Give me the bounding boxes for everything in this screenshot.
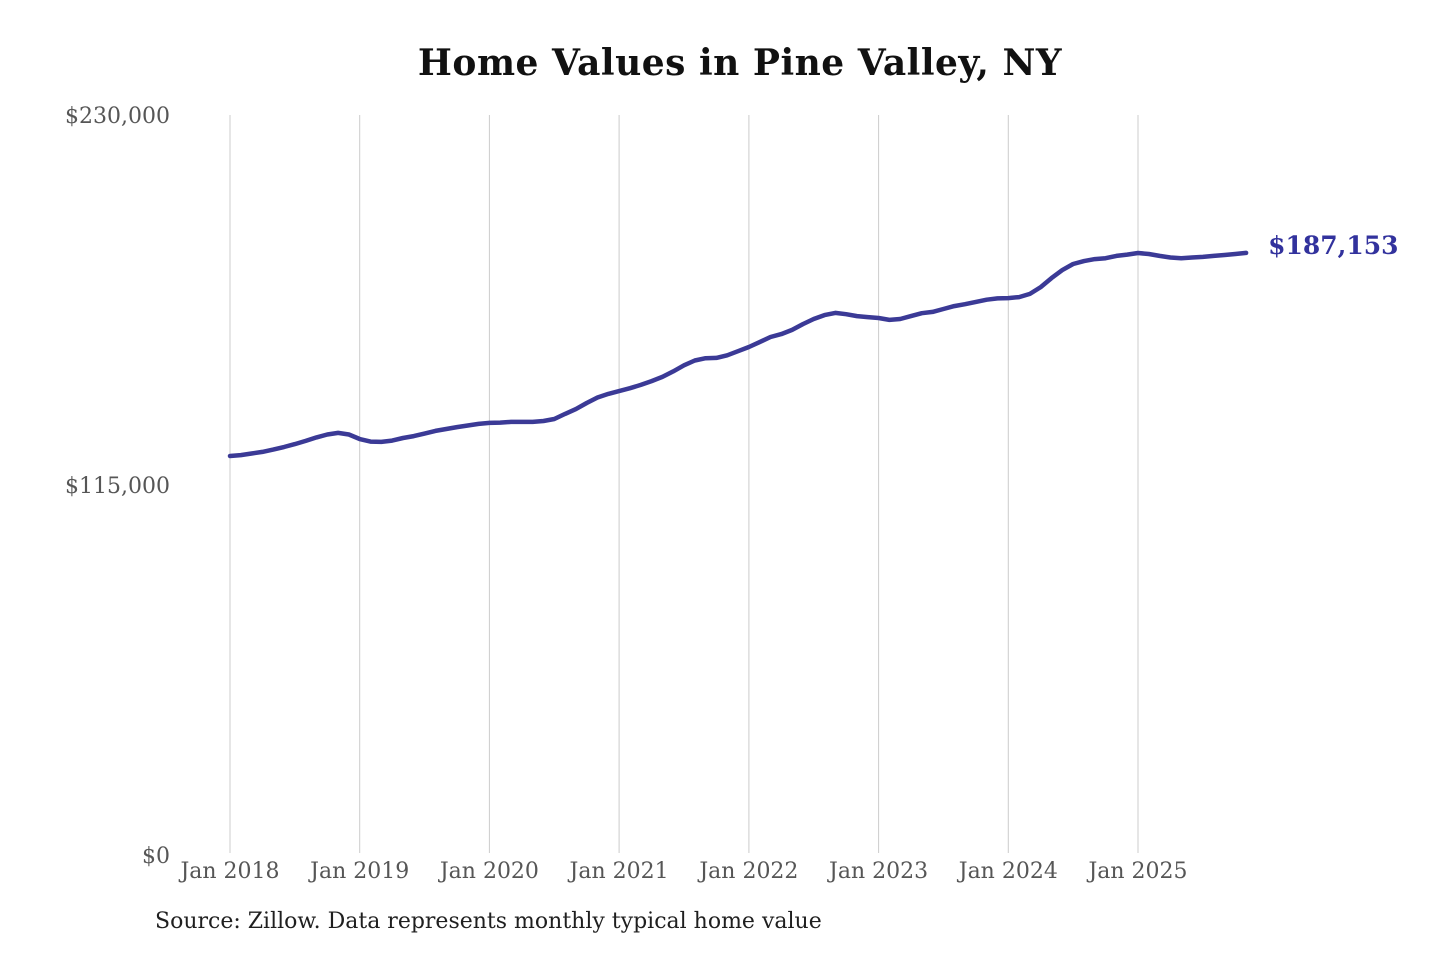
x-axis-labels: Jan 2018 Jan 2019 Jan 2020 Jan 2021 Jan 2022…: [178, 859, 1187, 884]
chart-title: Home Values in Pine Valley, NY: [417, 42, 1063, 84]
x-axis-label: Jan 2021: [568, 859, 669, 884]
x-axis-label: Jan 2022: [697, 859, 798, 884]
x-axis-label: Jan 2019: [308, 859, 409, 884]
gridlines: [229, 115, 1139, 853]
x-axis-label: Jan 2018: [178, 859, 279, 884]
x-axis-label: Jan 2020: [438, 859, 539, 884]
x-axis-label: Jan 2023: [827, 859, 928, 884]
y-axis-labels: $0 $115,000 $230,000: [65, 104, 170, 869]
y-axis-label: $115,000: [65, 474, 170, 499]
y-axis-label: $0: [142, 844, 170, 869]
x-axis-label: Jan 2025: [1086, 859, 1187, 884]
source-note: Source: Zillow. Data represents monthly …: [155, 909, 822, 934]
x-axis-label: Jan 2024: [957, 859, 1058, 884]
value-line: [227, 250, 1249, 459]
y-axis-label: $230,000: [65, 104, 170, 129]
end-value-label: $187,153: [1268, 231, 1398, 260]
